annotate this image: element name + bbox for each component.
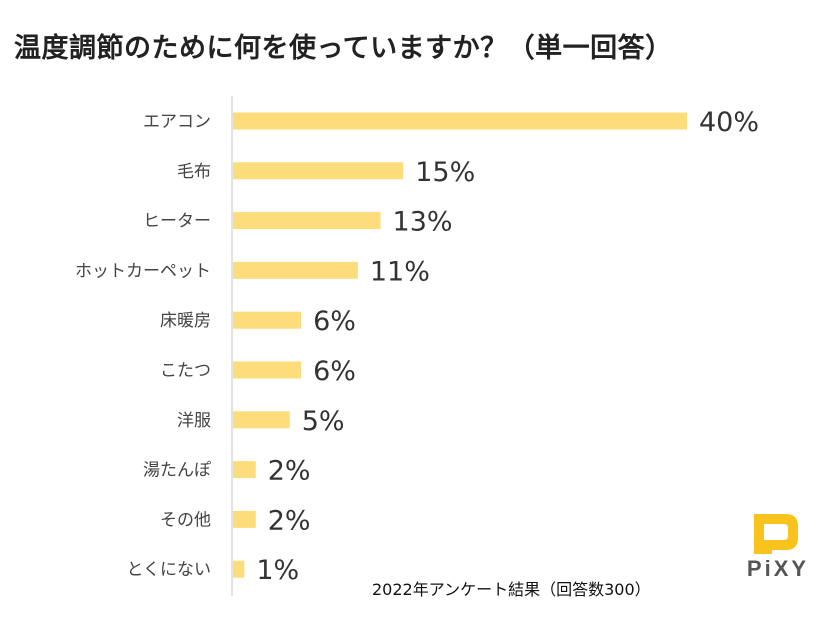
bar-3: [233, 261, 358, 279]
bar-7: [233, 461, 256, 479]
value-label: 15%: [415, 157, 475, 188]
value-label: 6%: [313, 356, 356, 387]
value-label: 6%: [313, 306, 356, 337]
category-label: 床暖房: [160, 311, 211, 331]
category-label: ヒーター: [143, 212, 211, 232]
bar-4: [233, 311, 302, 329]
category-label: 洋服: [177, 411, 211, 431]
category-label: とくにない: [127, 560, 212, 580]
pixy-logo-text: PiXY: [746, 556, 810, 581]
pixy-logo: [754, 514, 798, 554]
value-label: 11%: [370, 256, 430, 287]
category-label: エアコン: [143, 112, 211, 132]
category-label: ホットカーペット: [75, 261, 211, 281]
value-label: 1%: [256, 555, 299, 586]
value-label: 2%: [268, 505, 311, 536]
chart-title: 温度調節のために何を使っていますか？（単一回答）: [14, 33, 673, 64]
bar-2: [233, 212, 381, 230]
value-label: 40%: [699, 107, 759, 138]
category-label: こたつ: [160, 361, 211, 381]
bar-9: [233, 560, 245, 578]
bar-5: [233, 361, 302, 379]
value-label: 13%: [393, 207, 453, 238]
bar-8: [233, 510, 256, 528]
bar-0: [233, 112, 687, 130]
bar-1: [233, 162, 404, 180]
category-label: 湯たんぽ: [143, 461, 211, 481]
survey-footnote: 2022年アンケート結果（回答数300）: [372, 580, 651, 599]
value-label: 5%: [302, 406, 345, 437]
value-label: 2%: [268, 456, 311, 487]
category-label: 毛布: [177, 162, 211, 182]
category-label: その他: [160, 510, 211, 530]
bar-6: [233, 411, 290, 429]
